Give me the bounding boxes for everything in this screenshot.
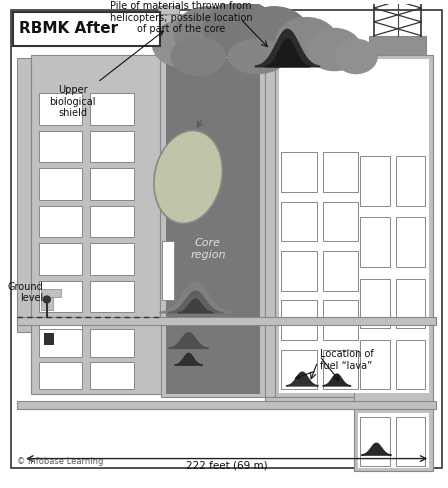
Bar <box>323 152 358 192</box>
Text: Core
region: Core region <box>190 238 226 260</box>
Bar <box>360 218 390 267</box>
Bar <box>360 279 390 328</box>
Ellipse shape <box>238 6 310 61</box>
Bar <box>41 297 53 310</box>
Bar <box>90 168 134 200</box>
Text: Location of
fuel “lava”: Location of fuel “lava” <box>296 349 373 379</box>
Text: 222 feet (69 m): 222 feet (69 m) <box>186 461 267 470</box>
Text: RBMK After: RBMK After <box>19 21 118 36</box>
Bar <box>13 12 159 45</box>
Bar <box>265 56 275 397</box>
Bar <box>17 401 436 409</box>
Bar <box>396 279 425 328</box>
Bar <box>158 6 179 14</box>
Bar <box>39 93 82 124</box>
Bar <box>323 301 358 340</box>
Ellipse shape <box>203 0 278 60</box>
Bar <box>39 281 82 312</box>
Bar <box>90 243 134 275</box>
Bar <box>323 350 358 389</box>
Bar <box>39 168 82 200</box>
Text: © Infobase Learning: © Infobase Learning <box>17 457 103 467</box>
Bar <box>323 202 358 241</box>
Bar <box>39 205 82 237</box>
Ellipse shape <box>307 28 362 71</box>
Bar <box>161 56 265 397</box>
Bar <box>396 417 425 467</box>
Bar <box>41 288 60 297</box>
Bar <box>281 152 317 192</box>
Ellipse shape <box>228 39 287 74</box>
Bar <box>163 241 174 301</box>
Bar <box>369 36 426 56</box>
Bar <box>360 417 390 467</box>
Bar <box>39 329 82 357</box>
Bar <box>281 202 317 241</box>
Bar <box>358 413 429 468</box>
Text: Ground
level: Ground level <box>7 282 43 304</box>
Bar <box>354 56 433 409</box>
Bar <box>279 60 360 393</box>
Ellipse shape <box>173 6 242 61</box>
Ellipse shape <box>154 131 222 224</box>
Bar <box>39 362 82 389</box>
Bar <box>90 329 134 357</box>
Bar <box>396 340 425 389</box>
Bar <box>17 320 42 332</box>
Bar <box>281 301 317 340</box>
Ellipse shape <box>151 20 211 67</box>
Text: Pile of materials thrown from
helicopters; possible location
of part of the core: Pile of materials thrown from helicopter… <box>110 1 253 34</box>
Bar <box>90 205 134 237</box>
Bar <box>90 131 134 162</box>
Bar <box>39 131 82 162</box>
Bar <box>39 318 82 350</box>
Ellipse shape <box>170 37 226 76</box>
Bar <box>31 320 171 394</box>
Bar <box>159 14 177 320</box>
Ellipse shape <box>334 39 378 74</box>
Bar <box>90 93 134 124</box>
Bar <box>281 251 317 290</box>
Bar <box>39 281 82 312</box>
Bar <box>90 281 134 312</box>
Bar <box>358 60 429 393</box>
Bar <box>166 59 260 394</box>
Ellipse shape <box>275 17 338 66</box>
Bar <box>360 156 390 205</box>
Bar <box>396 156 425 205</box>
Bar <box>281 350 317 389</box>
Bar <box>39 243 82 275</box>
Bar <box>360 340 390 389</box>
Bar <box>90 362 134 389</box>
Bar <box>31 56 171 320</box>
Bar <box>17 317 436 325</box>
Circle shape <box>43 296 50 303</box>
Bar <box>17 59 31 320</box>
Bar <box>323 251 358 290</box>
Bar <box>265 397 364 409</box>
Bar <box>275 56 364 397</box>
Text: Upper
biological
shield: Upper biological shield <box>49 31 163 118</box>
Bar <box>396 218 425 267</box>
Bar <box>154 14 183 34</box>
Bar <box>354 409 433 471</box>
Bar <box>44 333 54 345</box>
